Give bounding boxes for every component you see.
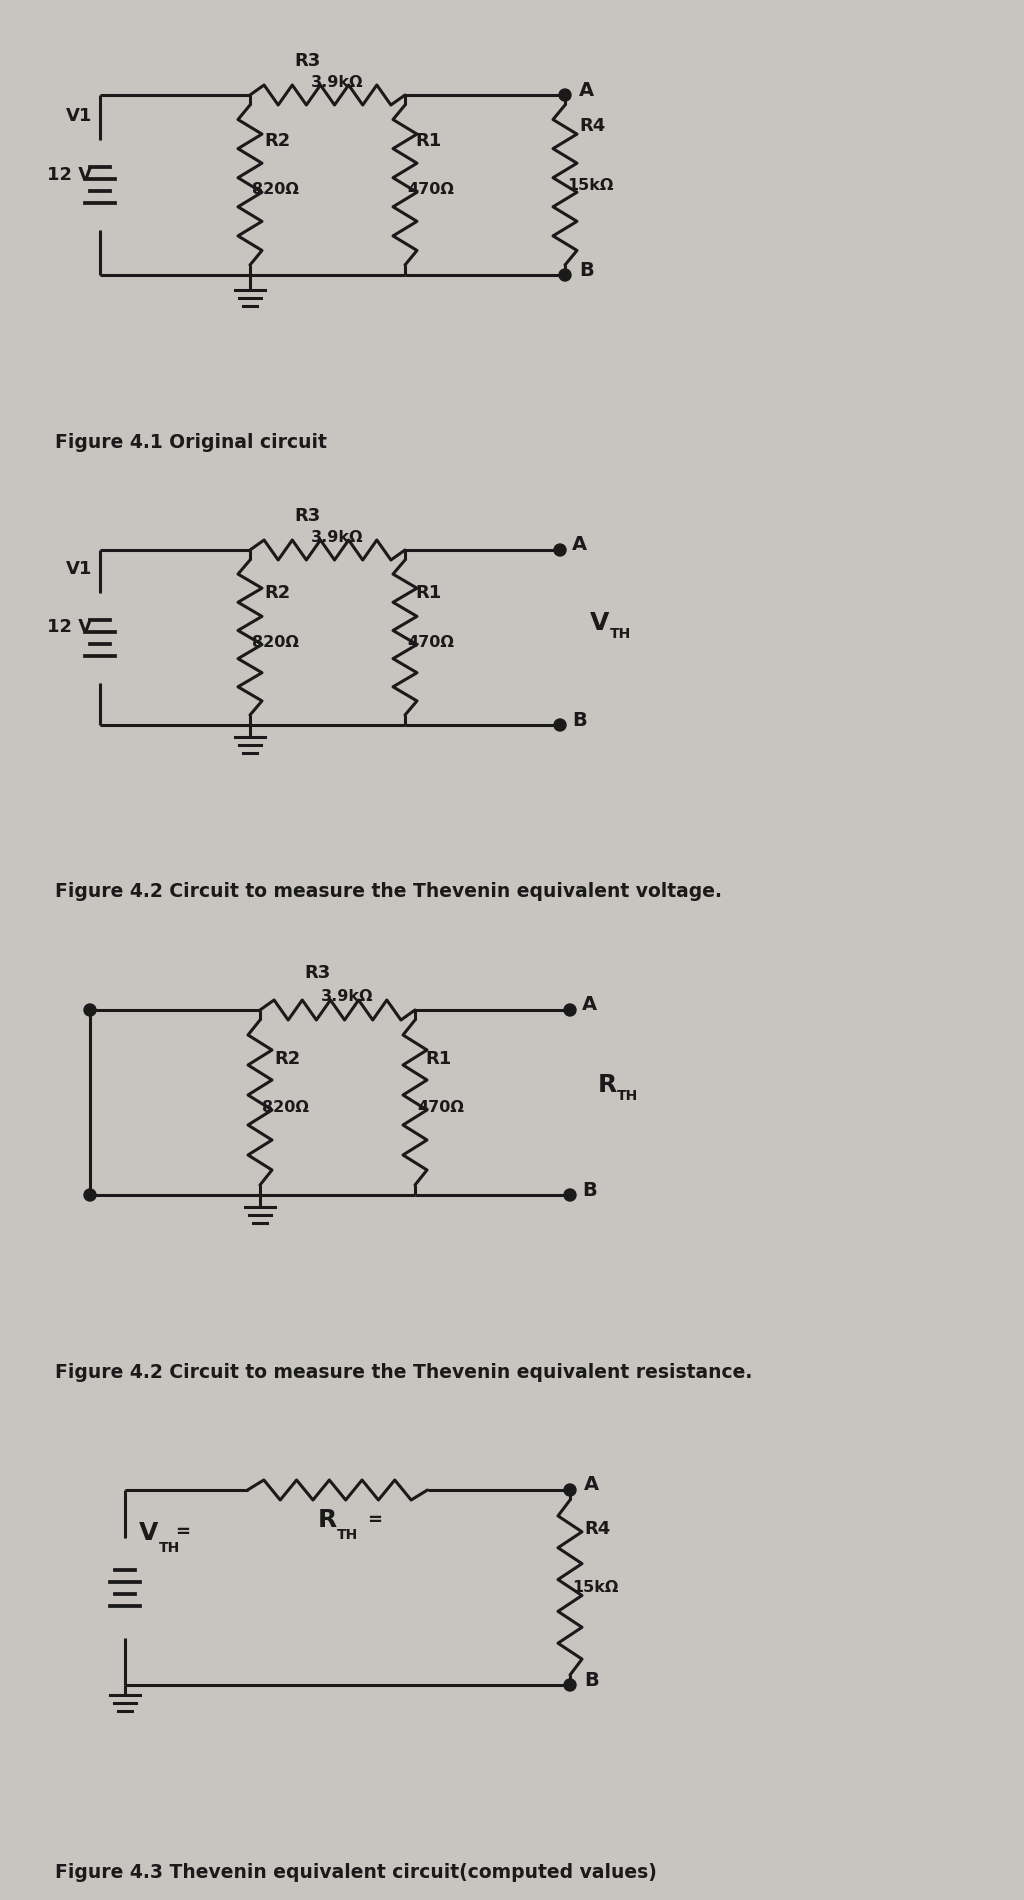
Text: R3: R3 [294, 51, 321, 70]
Text: V1: V1 [66, 106, 92, 125]
Text: R4: R4 [584, 1520, 610, 1537]
Circle shape [559, 270, 571, 281]
Text: V: V [590, 610, 609, 635]
Text: 3.9kΩ: 3.9kΩ [311, 530, 364, 545]
Text: 3.9kΩ: 3.9kΩ [311, 74, 364, 89]
Text: TH: TH [337, 1528, 357, 1543]
Text: 15kΩ: 15kΩ [567, 177, 613, 192]
Text: R1: R1 [415, 131, 441, 150]
Text: B: B [582, 1180, 597, 1199]
Text: A: A [584, 1476, 599, 1495]
Text: 820Ω: 820Ω [262, 1100, 309, 1115]
Circle shape [564, 1189, 575, 1201]
Circle shape [84, 1003, 96, 1016]
Text: =: = [368, 1510, 383, 1530]
Text: R1: R1 [415, 585, 441, 602]
Text: B: B [579, 260, 594, 279]
Text: TH: TH [617, 1089, 638, 1104]
Text: A: A [579, 80, 594, 99]
Circle shape [564, 1484, 575, 1495]
Text: 3.9kΩ: 3.9kΩ [322, 990, 374, 1003]
Text: R2: R2 [264, 585, 290, 602]
Text: 470Ω: 470Ω [407, 635, 454, 650]
Text: 15kΩ: 15kΩ [572, 1581, 618, 1594]
Text: R3: R3 [304, 963, 331, 982]
Circle shape [564, 1680, 575, 1691]
Text: R1: R1 [425, 1049, 452, 1068]
Text: A: A [582, 996, 597, 1015]
Text: 470Ω: 470Ω [407, 182, 454, 198]
Text: V: V [139, 1520, 159, 1545]
Text: B: B [584, 1670, 599, 1689]
Text: R4: R4 [579, 118, 605, 135]
Text: Figure 4.1 Original circuit: Figure 4.1 Original circuit [55, 433, 327, 452]
Text: V1: V1 [66, 559, 92, 578]
Text: 12 V: 12 V [47, 619, 92, 636]
Circle shape [564, 1003, 575, 1016]
Text: =: = [175, 1524, 190, 1541]
Circle shape [554, 543, 566, 557]
Text: B: B [572, 711, 587, 730]
Text: R2: R2 [264, 131, 290, 150]
Text: 820Ω: 820Ω [252, 182, 299, 198]
Circle shape [84, 1189, 96, 1201]
Text: 12 V: 12 V [47, 165, 92, 184]
Text: Figure 4.2 Circuit to measure the Thevenin equivalent resistance.: Figure 4.2 Circuit to measure the Theven… [55, 1362, 753, 1381]
Text: R3: R3 [294, 507, 321, 524]
Text: 470Ω: 470Ω [417, 1100, 464, 1115]
Text: R: R [598, 1072, 617, 1096]
Text: TH: TH [610, 627, 631, 642]
Text: Figure 4.3 Thevenin equivalent circuit(computed values): Figure 4.3 Thevenin equivalent circuit(c… [55, 1862, 656, 1881]
Text: A: A [572, 536, 587, 555]
Text: R2: R2 [274, 1049, 300, 1068]
Circle shape [559, 89, 571, 101]
Text: TH: TH [159, 1541, 180, 1554]
Circle shape [554, 718, 566, 732]
Text: Figure 4.2 Circuit to measure the Thevenin equivalent voltage.: Figure 4.2 Circuit to measure the Theven… [55, 882, 722, 901]
Text: R: R [317, 1509, 337, 1531]
Text: 820Ω: 820Ω [252, 635, 299, 650]
